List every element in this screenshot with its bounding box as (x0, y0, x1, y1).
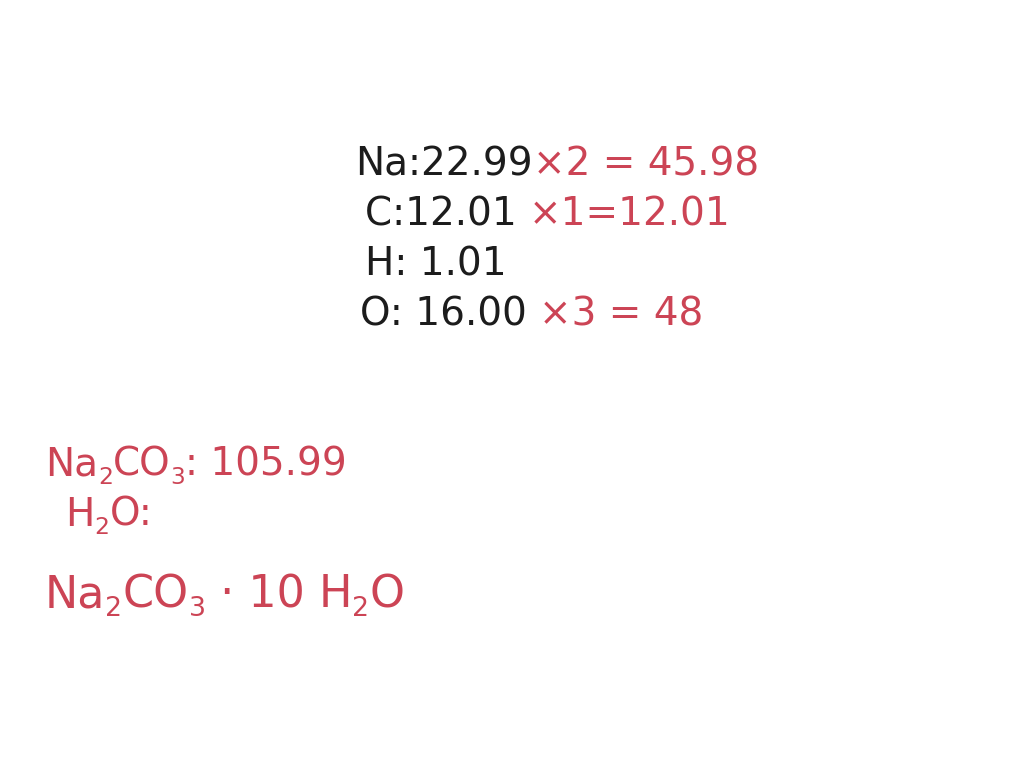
Text: ×1=12.01: ×1=12.01 (529, 196, 731, 234)
Text: CO: CO (113, 446, 171, 484)
Text: 3: 3 (188, 597, 206, 622)
Text: 2: 2 (352, 597, 369, 622)
Text: H: 1.01: H: 1.01 (365, 246, 507, 284)
Text: O:: O: (110, 496, 153, 534)
Text: C:12.01: C:12.01 (365, 196, 529, 234)
Text: 2: 2 (105, 597, 123, 622)
Text: ×2 = 45.98: ×2 = 45.98 (532, 146, 759, 184)
Text: Na:22.99: Na:22.99 (355, 146, 532, 184)
Text: · 10 H: · 10 H (206, 574, 352, 617)
Text: : 105.99: : 105.99 (185, 446, 347, 484)
Text: CO: CO (123, 574, 188, 617)
Text: O: 16.00: O: 16.00 (360, 296, 540, 334)
Text: H: H (65, 496, 94, 534)
Text: ×3 = 48: ×3 = 48 (540, 296, 703, 334)
Text: 2: 2 (98, 466, 113, 489)
Text: 3: 3 (171, 466, 185, 489)
Text: Na: Na (45, 446, 98, 484)
Text: Na: Na (45, 574, 105, 617)
Text: O: O (369, 574, 404, 617)
Text: 2: 2 (94, 516, 110, 539)
